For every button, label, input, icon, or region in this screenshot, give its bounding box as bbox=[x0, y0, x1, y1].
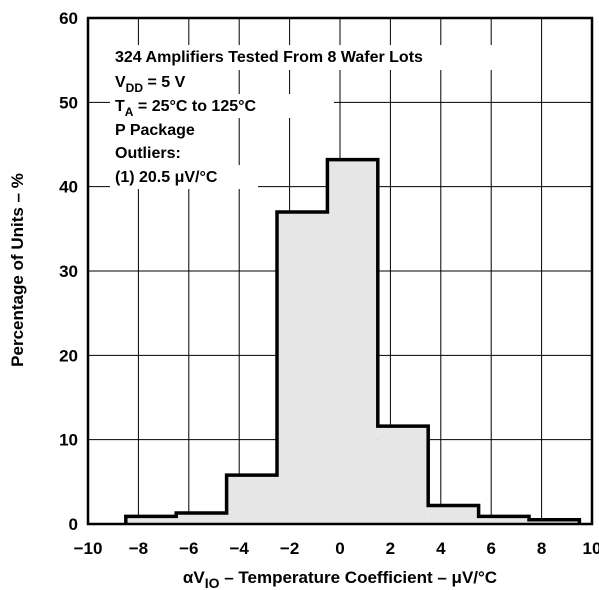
annotation-line-6: (1) 20.5 μV/°C bbox=[115, 169, 218, 186]
annotation-background-4 bbox=[110, 118, 220, 142]
histogram-bar-4 bbox=[327, 159, 378, 524]
annotation-line-2: VDD = 5 V bbox=[115, 74, 186, 95]
x-tick-labels: −10 −8 −6 −4 −2 0 2 4 6 8 10 bbox=[74, 539, 599, 558]
x-tick-label-10: 10 bbox=[583, 539, 599, 558]
histogram-step-outline bbox=[124, 157, 582, 524]
x-tick-label-6: 2 bbox=[386, 539, 395, 558]
x-tick-label-1: −8 bbox=[129, 539, 148, 558]
x-axis-label: αVIO – Temperature Coefficient – μV/°C bbox=[183, 568, 497, 590]
y-tick-labels: 0 10 20 30 40 50 60 bbox=[59, 9, 78, 534]
x-tick-label-5: 0 bbox=[335, 539, 344, 558]
histogram-bar-3 bbox=[277, 211, 328, 524]
plot-frame bbox=[86, 16, 594, 526]
histogram-bar-2 bbox=[226, 475, 277, 524]
histogram-bars bbox=[125, 159, 580, 524]
annotation-background-2 bbox=[110, 70, 220, 94]
histogram-bar-8 bbox=[529, 519, 580, 524]
annotation-background bbox=[110, 45, 528, 70]
y-tick-label-6: 60 bbox=[59, 9, 78, 28]
x-tick-label-8: 6 bbox=[486, 539, 495, 558]
annotation-background-6 bbox=[110, 165, 258, 189]
y-axis-label: Percentage of Units – % bbox=[8, 173, 27, 367]
annotation-background-3 bbox=[110, 94, 334, 118]
y-tick-label-2: 20 bbox=[59, 346, 78, 365]
x-tick-label-3: −4 bbox=[230, 539, 250, 558]
annotation-line-4: P Package bbox=[115, 122, 195, 139]
histogram-outline bbox=[124, 157, 582, 524]
histogram-bar-5 bbox=[377, 426, 429, 524]
annotation-line-1: 324 Amplifiers Tested From 8 Wafer Lots bbox=[115, 49, 423, 66]
x-tick-label-0: −10 bbox=[74, 539, 103, 558]
x-tick-label-4: −2 bbox=[280, 539, 299, 558]
x-tick-label-2: −6 bbox=[179, 539, 198, 558]
annotation-line-5: Outliers: bbox=[115, 145, 181, 162]
annotation-line-3: TA = 25°C to 125°C bbox=[115, 98, 257, 119]
y-tick-label-5: 50 bbox=[59, 93, 78, 112]
y-tick-label-4: 40 bbox=[59, 178, 78, 197]
histogram-bar-7 bbox=[478, 516, 529, 524]
histogram-bar-0 bbox=[125, 516, 177, 524]
histogram-bar-1 bbox=[176, 513, 227, 524]
y-tick-label-0: 0 bbox=[69, 515, 78, 534]
y-tick-label-3: 30 bbox=[59, 262, 78, 281]
histogram-bar-6 bbox=[428, 505, 479, 524]
y-tick-label-1: 10 bbox=[59, 431, 78, 450]
annotation-background-5 bbox=[110, 141, 208, 165]
annotation: 324 Amplifiers Tested From 8 Wafer Lots … bbox=[115, 49, 423, 186]
x-tick-label-7: 4 bbox=[436, 539, 446, 558]
x-tick-label-9: 8 bbox=[537, 539, 546, 558]
